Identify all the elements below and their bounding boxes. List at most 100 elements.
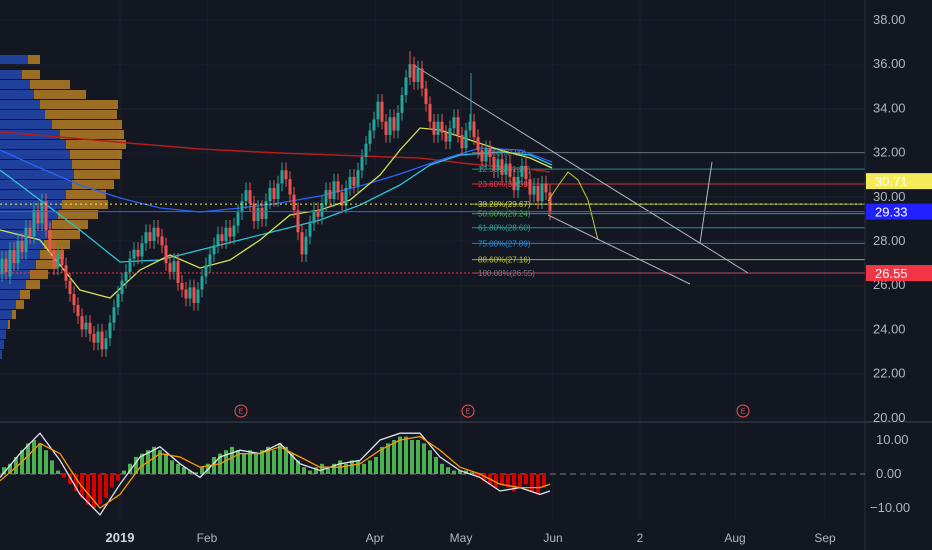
candle-body bbox=[336, 181, 340, 193]
candle-body bbox=[404, 77, 408, 96]
candle-body bbox=[148, 232, 152, 241]
volume-bar-up bbox=[0, 55, 28, 64]
candle-body bbox=[520, 165, 524, 177]
candle-body bbox=[48, 229, 52, 250]
projection-path bbox=[547, 171, 599, 241]
histogram-bar bbox=[440, 463, 444, 474]
histogram-bar bbox=[518, 474, 522, 488]
candle-body bbox=[132, 249, 136, 259]
histogram-bar bbox=[368, 460, 372, 474]
volume-bar-up bbox=[0, 180, 72, 189]
candle-body bbox=[4, 258, 8, 272]
histogram-bar bbox=[446, 467, 450, 474]
histogram-bar bbox=[188, 470, 192, 474]
histogram-bar bbox=[428, 450, 432, 474]
fib-level-label: 23.60%(30.58) bbox=[478, 180, 531, 189]
candle-body bbox=[112, 307, 116, 323]
histogram-bar bbox=[386, 443, 390, 474]
candle-body bbox=[164, 245, 168, 264]
histogram-bar bbox=[242, 453, 246, 474]
candle-body bbox=[200, 276, 204, 290]
candle-body bbox=[544, 183, 548, 193]
candle-body bbox=[120, 280, 124, 295]
earnings-marker-icon bbox=[461, 404, 475, 418]
candle-body bbox=[512, 176, 516, 191]
oscillator-axis[interactable]: 10.00 0.00 −10.00 bbox=[870, 432, 910, 515]
candle-body bbox=[184, 289, 188, 299]
histogram-bar bbox=[380, 446, 384, 474]
earnings-marker-label: E bbox=[239, 409, 244, 416]
trendline-lower bbox=[547, 214, 691, 285]
histogram-bar bbox=[140, 453, 144, 474]
candle-body bbox=[248, 190, 252, 204]
candle-body bbox=[280, 170, 284, 184]
candle-body bbox=[368, 130, 372, 144]
candle-body bbox=[312, 210, 316, 224]
volume-bar-down bbox=[60, 130, 124, 139]
candle-body bbox=[296, 210, 300, 233]
price-tick-label: 38.00 bbox=[873, 12, 906, 27]
candle-body bbox=[524, 165, 528, 180]
price-badge-label: 29.33 bbox=[875, 205, 908, 220]
price-tick-label: 28.00 bbox=[873, 233, 906, 248]
candle-body bbox=[424, 88, 428, 104]
candle-body bbox=[56, 254, 60, 268]
candle-body bbox=[264, 201, 268, 219]
candle-body bbox=[24, 227, 28, 253]
signal-line bbox=[0, 435, 551, 509]
candle-body bbox=[8, 249, 12, 277]
fib-level-label: 75.00%(27.89) bbox=[478, 239, 531, 248]
projection-drawing[interactable] bbox=[547, 161, 713, 244]
histogram-bar bbox=[236, 450, 240, 474]
histogram-bar bbox=[182, 467, 186, 474]
candle-body bbox=[68, 280, 72, 295]
candle-body bbox=[396, 112, 400, 131]
volume-bar-up bbox=[0, 350, 2, 359]
histogram-bar bbox=[56, 470, 60, 474]
histogram-bar bbox=[500, 474, 504, 485]
histogram-bar bbox=[230, 446, 234, 474]
histogram-bar bbox=[44, 450, 48, 474]
candle-body bbox=[516, 176, 520, 191]
histogram-bar bbox=[530, 474, 534, 491]
candle-body bbox=[108, 322, 112, 339]
volume-bar-up bbox=[0, 310, 12, 319]
candle-body bbox=[80, 316, 84, 330]
volume-bar-down bbox=[30, 80, 70, 89]
time-tick-label: Jun bbox=[543, 531, 562, 545]
candle-body bbox=[548, 192, 552, 213]
time-tick-label: Aug bbox=[724, 531, 745, 545]
candle-body bbox=[380, 101, 384, 122]
histogram-bar bbox=[92, 474, 96, 508]
candle-body bbox=[428, 103, 432, 122]
histogram-bar bbox=[332, 463, 336, 474]
candle-body bbox=[300, 232, 304, 255]
price-tick-label: 36.00 bbox=[873, 56, 906, 71]
volume-bar-up bbox=[0, 290, 20, 299]
candle-body bbox=[284, 170, 288, 180]
candle-body bbox=[288, 179, 292, 195]
candle-body bbox=[340, 192, 344, 206]
histogram-bar bbox=[170, 460, 174, 474]
volume-bar-up bbox=[0, 320, 8, 329]
price-tick-label: 32.00 bbox=[873, 145, 906, 160]
candle-body bbox=[348, 176, 352, 188]
earnings-marker-label: E bbox=[466, 409, 471, 416]
histogram-bar bbox=[356, 460, 360, 474]
candle-body bbox=[224, 227, 228, 241]
candle-body bbox=[44, 201, 48, 230]
candle-body bbox=[160, 236, 164, 246]
candle-body bbox=[28, 227, 32, 237]
candle-body bbox=[440, 121, 444, 133]
candle-body bbox=[276, 183, 280, 200]
macd-line bbox=[0, 432, 551, 516]
candle-body bbox=[196, 289, 200, 303]
histogram-bar bbox=[296, 460, 300, 474]
price-tick-label: 24.00 bbox=[873, 321, 906, 336]
histogram-bar bbox=[254, 453, 258, 474]
candle-body bbox=[32, 210, 36, 237]
histogram-bar bbox=[416, 440, 420, 474]
time-axis[interactable]: 2019 Feb Apr May Jun 2 Aug Sep bbox=[106, 530, 836, 545]
